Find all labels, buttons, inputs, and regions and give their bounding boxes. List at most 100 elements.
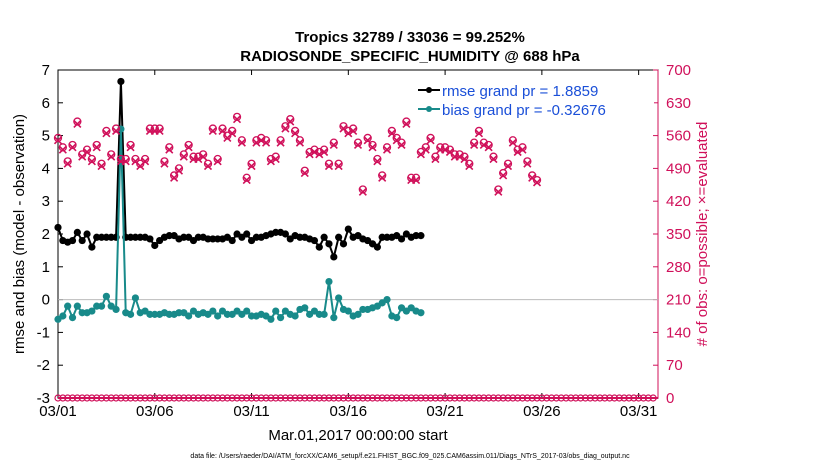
bottom-row-point — [441, 394, 449, 402]
y-axis-label-right: # of obs: o=possible; ×=evaluated — [694, 122, 711, 347]
obs-possible-point — [92, 140, 101, 150]
bottom-row-point — [596, 394, 604, 402]
bottom-row-point — [547, 394, 556, 402]
chart-subtitle: RADIOSONDE_SPECIFIC_HUMIDITY @ 688 hPa — [240, 48, 580, 65]
obs-evaluated-point — [271, 154, 280, 164]
bottom-row-point — [354, 394, 362, 402]
obs-possible-point — [252, 136, 261, 145]
obs-evaluated-point — [68, 143, 77, 152]
obs-evaluated-point — [242, 176, 251, 185]
obs-possible-point — [499, 168, 508, 178]
rmse-point — [228, 236, 236, 245]
obs-possible-point — [319, 145, 329, 154]
obs-possible-point — [479, 138, 488, 147]
obs-evaluated-point — [431, 154, 440, 164]
rmse-point — [281, 230, 290, 238]
rmse-point — [325, 240, 333, 248]
bottom-row-point — [451, 394, 459, 402]
obs-possible-point — [431, 152, 440, 161]
obs-evaluated-point — [503, 161, 513, 171]
bottom-row-point — [610, 394, 619, 402]
obs-evaluated-point — [87, 157, 96, 166]
bias-point — [73, 302, 81, 310]
obs-possible-point — [237, 136, 247, 145]
obs-possible-point — [257, 133, 266, 143]
y-tick-label-right: 350 — [666, 226, 691, 243]
rmse-point — [373, 243, 381, 251]
bias-point — [335, 294, 343, 302]
bottom-row-point — [543, 394, 551, 402]
obs-evaluated-point — [368, 143, 377, 152]
bottom-row-point — [189, 394, 198, 402]
bottom-row-point — [446, 394, 454, 402]
obs-possible-point — [474, 126, 484, 136]
rmse-point — [83, 230, 91, 238]
bottom-row-point — [615, 394, 623, 402]
bottom-row-point — [93, 394, 101, 402]
obs-possible-point — [174, 164, 184, 173]
bias-point — [97, 302, 106, 310]
bottom-row-point — [364, 394, 372, 402]
obs-evaluated-point — [421, 145, 430, 154]
obs-evaluated-point — [411, 176, 421, 185]
obs-possible-point — [213, 154, 222, 164]
bottom-row-point — [635, 394, 643, 402]
obs-possible-point — [266, 154, 276, 164]
y-tick-label-right: 140 — [666, 324, 691, 341]
rmse-point — [315, 243, 323, 251]
rmse-point — [330, 253, 338, 261]
bottom-row-point — [460, 394, 469, 402]
obs-possible-point — [165, 143, 174, 152]
bottom-row-point — [131, 394, 140, 402]
bottom-row-point — [170, 394, 178, 402]
data-file-footnote: data file: /Users/raeder/DAI/ATM_forcXX/… — [190, 453, 630, 460]
bottom-row-point — [233, 394, 241, 402]
obs-evaluated-point — [286, 117, 295, 126]
obs-evaluated-point — [228, 129, 237, 138]
obs-possible-point — [295, 136, 305, 145]
bias-point — [267, 315, 275, 323]
bottom-row-point — [209, 394, 217, 402]
bottom-row-point — [591, 394, 599, 402]
obs-evaluated-point — [160, 159, 169, 168]
bottom-row-point — [243, 394, 251, 402]
bottom-row-point — [533, 394, 541, 402]
obs-possible-point — [440, 143, 450, 152]
bias-point — [243, 307, 251, 315]
y-tick-label-left: 7 — [42, 62, 50, 79]
obs-evaluated-point — [73, 119, 82, 128]
bottom-row-point — [218, 394, 227, 402]
rmse-point — [335, 233, 343, 241]
obs-possible-point — [334, 159, 343, 168]
obs-possible-point — [329, 138, 338, 147]
obs-evaluated-point — [232, 115, 242, 124]
bottom-row-point — [160, 394, 169, 402]
bottom-row-point — [625, 394, 633, 402]
x-tick-label: 03/31 — [620, 403, 658, 420]
bottom-row-point — [281, 394, 290, 402]
obs-possible-point — [402, 117, 411, 126]
bottom-row-point — [368, 394, 377, 402]
bottom-row-point — [393, 394, 401, 402]
bottom-row-point — [247, 394, 256, 402]
obs-evaluated-point — [382, 145, 392, 154]
bottom-row-point — [475, 394, 483, 402]
obs-evaluated-point — [358, 187, 367, 196]
obs-possible-point — [513, 145, 522, 154]
obs-evaluated-point — [126, 143, 135, 152]
bias-point — [325, 277, 333, 286]
y-tick-label-left: 5 — [42, 128, 50, 145]
bottom-row-point — [494, 394, 502, 402]
bottom-row-point — [644, 394, 652, 402]
bias-point — [354, 310, 362, 318]
obs-evaluated-point — [58, 145, 67, 154]
bottom-row-point — [175, 394, 183, 402]
obs-possible-point — [382, 143, 392, 152]
bottom-row-point — [257, 394, 265, 402]
bottom-row-point — [349, 394, 357, 402]
bias-point — [112, 305, 120, 314]
bottom-row-point — [262, 394, 270, 402]
obs-possible-point — [305, 147, 314, 157]
obs-possible-point — [286, 115, 295, 124]
bottom-row-point — [199, 394, 207, 402]
